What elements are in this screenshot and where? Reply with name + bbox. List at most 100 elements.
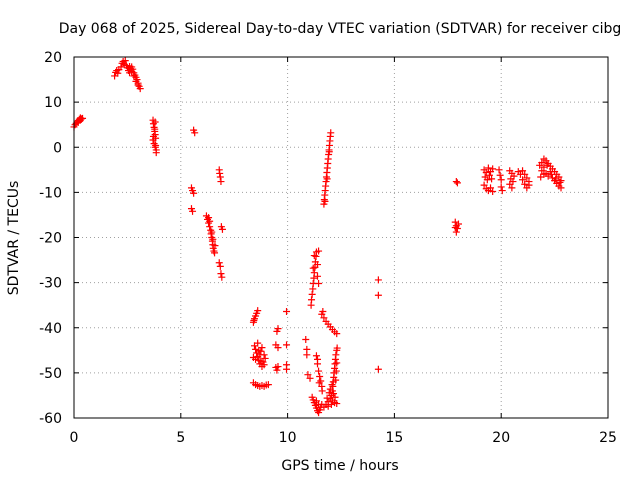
data-point xyxy=(211,242,219,250)
data-point xyxy=(134,81,142,89)
data-point xyxy=(452,178,460,186)
data-point xyxy=(149,120,157,128)
data-point xyxy=(132,77,140,85)
data-point xyxy=(218,225,226,233)
data-point xyxy=(328,397,336,405)
data-point xyxy=(217,178,225,186)
data-point xyxy=(485,171,493,179)
x-tick-label: 0 xyxy=(70,430,79,446)
data-point xyxy=(323,394,331,402)
grid-lines xyxy=(74,57,608,418)
data-point xyxy=(310,252,318,260)
data-point xyxy=(333,344,341,352)
data-point xyxy=(257,357,265,365)
data-point xyxy=(315,379,323,387)
data-point xyxy=(136,85,144,93)
data-point xyxy=(209,235,217,243)
data-point xyxy=(332,351,340,359)
data-point xyxy=(325,389,333,397)
data-point xyxy=(451,224,459,232)
data-point xyxy=(543,161,551,169)
data-point xyxy=(121,57,129,65)
data-point xyxy=(321,197,329,205)
data-point xyxy=(484,164,492,172)
data-point xyxy=(190,189,198,197)
x-tick-label: 10 xyxy=(279,430,297,446)
data-point xyxy=(249,354,257,362)
y-tick-label: 20 xyxy=(44,50,62,66)
data-point xyxy=(274,344,282,352)
data-point xyxy=(480,181,488,189)
data-point xyxy=(254,339,262,347)
data-point xyxy=(216,262,224,270)
data-point xyxy=(508,184,516,192)
data-point xyxy=(274,363,282,371)
x-tick-label: 20 xyxy=(492,430,510,446)
data-point xyxy=(314,272,322,280)
data-point xyxy=(151,118,159,126)
data-point xyxy=(308,296,316,304)
data-point xyxy=(323,175,331,183)
data-point xyxy=(327,129,335,137)
data-point xyxy=(519,167,527,175)
data-point xyxy=(521,180,529,188)
data-point xyxy=(308,290,316,298)
data-point xyxy=(274,325,282,333)
data-point xyxy=(318,387,326,395)
data-point xyxy=(496,171,504,179)
data-point xyxy=(216,169,224,177)
data-point xyxy=(506,180,514,188)
y-tick-label: 0 xyxy=(53,140,62,156)
data-point xyxy=(333,400,341,408)
data-point xyxy=(149,132,157,140)
data-point xyxy=(314,261,322,269)
data-point xyxy=(215,259,223,267)
data-point xyxy=(128,63,136,71)
data-point xyxy=(312,352,320,360)
data-point xyxy=(320,314,328,322)
data-point xyxy=(114,69,122,77)
data-point xyxy=(326,385,334,393)
data-point xyxy=(556,178,564,186)
data-point xyxy=(150,140,158,148)
data-point xyxy=(309,264,317,272)
data-point xyxy=(151,125,159,133)
data-point xyxy=(316,372,324,380)
data-point xyxy=(261,354,269,362)
data-point xyxy=(319,308,327,316)
data-point xyxy=(547,170,555,178)
data-point xyxy=(315,400,323,408)
data-point xyxy=(519,176,527,184)
y-axis-label: SDTVAR / TECUs xyxy=(6,181,22,296)
x-tick-label: 15 xyxy=(385,430,403,446)
x-tick-labels: 0 5 10 15 20 25 xyxy=(70,430,617,446)
data-point xyxy=(217,270,225,278)
data-point xyxy=(312,397,320,405)
data-point xyxy=(191,129,199,137)
data-point xyxy=(216,173,224,181)
x-tick-label: 5 xyxy=(176,430,185,446)
data-point xyxy=(557,184,565,192)
data-point xyxy=(152,149,160,157)
data-point xyxy=(332,367,340,375)
data-point xyxy=(315,247,323,255)
data-point xyxy=(208,228,216,236)
data-point xyxy=(331,393,339,401)
data-point xyxy=(332,376,340,384)
data-point xyxy=(552,175,560,183)
y-tick-label: -50 xyxy=(39,366,62,382)
data-point xyxy=(374,276,382,284)
y-tick-label: -30 xyxy=(39,276,62,292)
data-point xyxy=(537,173,545,181)
data-point xyxy=(303,351,311,359)
y-tick-label: -20 xyxy=(39,231,62,247)
data-point xyxy=(328,381,336,389)
data-point xyxy=(218,273,226,281)
data-point xyxy=(252,345,260,353)
data-points xyxy=(70,57,565,417)
data-point xyxy=(497,176,505,184)
data-point xyxy=(205,214,213,222)
data-point xyxy=(150,123,158,131)
data-point xyxy=(314,360,322,368)
axis-ticks xyxy=(73,56,609,419)
